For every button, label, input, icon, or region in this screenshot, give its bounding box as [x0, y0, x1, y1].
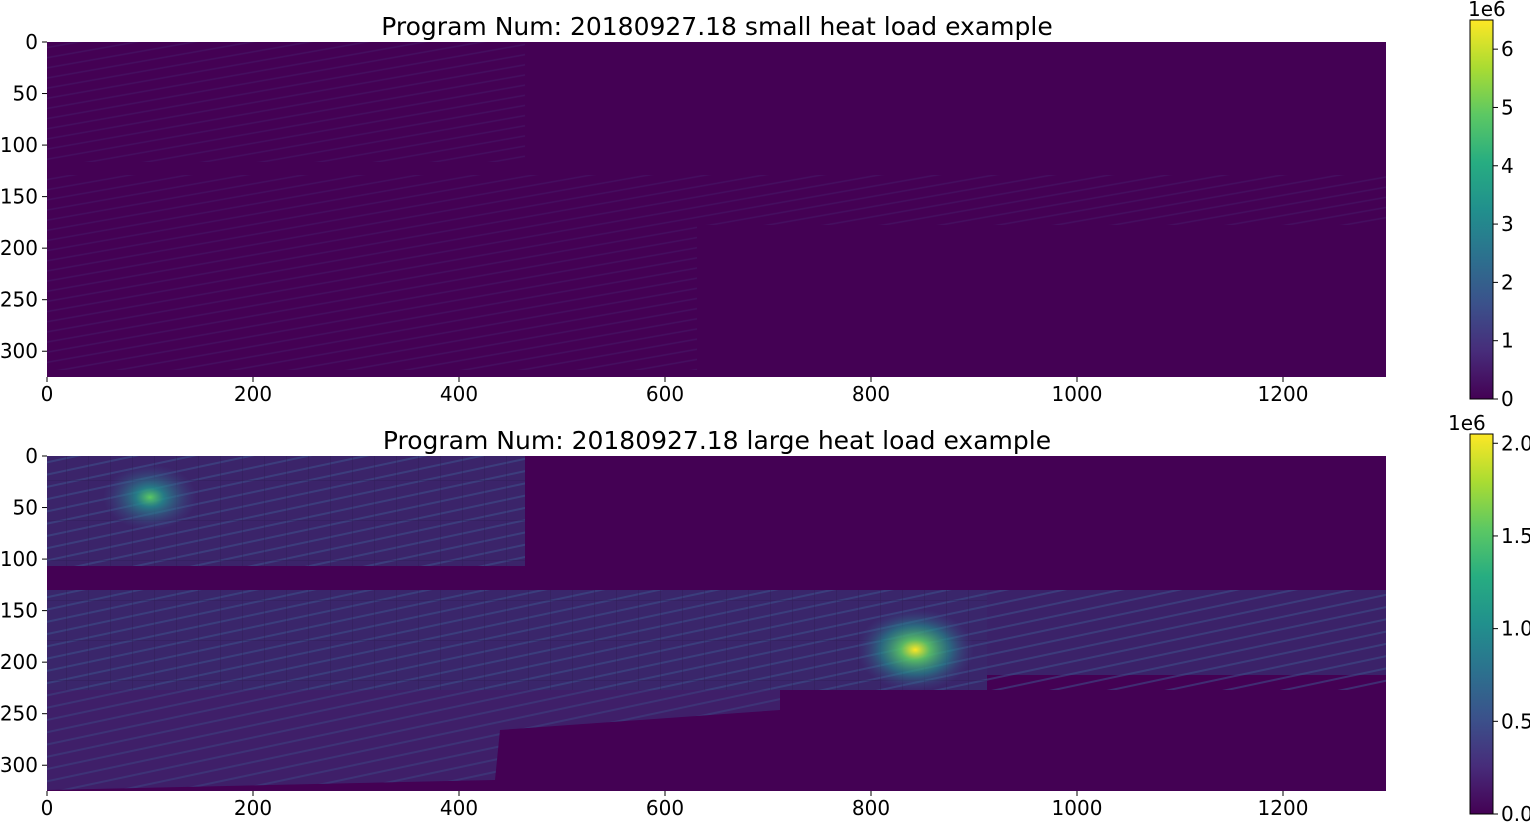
colorbar: [1469, 433, 1494, 815]
heatmap-hotspot: [103, 464, 197, 531]
chart-title: Program Num: 20180927.18 small heat load…: [381, 12, 1052, 41]
colorbar-tick-label: 6: [1501, 37, 1514, 61]
colorbar-tick-label: 1.5: [1501, 524, 1530, 548]
y-tick-label: 200: [0, 236, 38, 260]
x-tick-label: 1200: [1258, 796, 1309, 820]
colorbar-tick-label: 3: [1501, 212, 1514, 236]
colorbar-tick-label: 0: [1501, 387, 1514, 411]
colorbar-tick-label: 2.0: [1501, 431, 1530, 455]
x-tick-label: 1200: [1258, 382, 1309, 406]
heatmap-texture: [47, 456, 1386, 790]
y-tick-label: 0: [25, 444, 38, 468]
y-tick-label: 50: [13, 496, 38, 520]
colorbar: [1469, 19, 1494, 400]
colorbar-offset-label: 1e6: [1448, 411, 1486, 435]
colorbar-tick-label: 0.5: [1501, 709, 1530, 733]
x-tick-label: 1000: [1052, 382, 1103, 406]
x-tick-label: 200: [234, 796, 272, 820]
x-tick-label: 200: [234, 382, 272, 406]
heatmap-panel-small: Program Num: 20180927.18 small heat load…: [0, 0, 1514, 411]
x-tick-label: 0: [41, 796, 54, 820]
x-tick-label: 800: [852, 796, 890, 820]
y-tick-label: 100: [0, 547, 38, 571]
colorbar-offset-label: 1e6: [1468, 0, 1506, 21]
x-tick-label: 1000: [1052, 796, 1103, 820]
x-tick-label: 600: [646, 796, 684, 820]
x-tick-label: 0: [41, 382, 54, 406]
y-tick-label: 150: [0, 185, 38, 209]
x-tick-label: 400: [440, 382, 478, 406]
y-tick-label: 300: [0, 339, 38, 363]
colorbar-tick-label: 1.0: [1501, 617, 1530, 641]
colorbar-tick-label: 1: [1501, 329, 1514, 353]
y-tick-label: 50: [13, 82, 38, 106]
y-tick-label: 300: [0, 753, 38, 777]
heatmap-hotspot: [856, 608, 974, 691]
y-tick-label: 200: [0, 650, 38, 674]
x-tick-label: 600: [646, 382, 684, 406]
y-tick-label: 0: [25, 30, 38, 54]
y-tick-label: 150: [0, 599, 38, 623]
heatmap-panel-large: Program Num: 20180927.18 large heat load…: [0, 411, 1530, 826]
colorbar-tick-label: 2: [1501, 270, 1514, 294]
heatmap-texture: [47, 42, 1386, 370]
y-tick-label: 250: [0, 702, 38, 726]
y-tick-label: 100: [0, 133, 38, 157]
x-tick-label: 400: [440, 796, 478, 820]
colorbar-tick-label: 0.0: [1501, 802, 1530, 823]
chart-title: Program Num: 20180927.18 large heat load…: [383, 426, 1051, 455]
colorbar-tick-label: 4: [1501, 154, 1514, 178]
colorbar-tick-label: 5: [1501, 95, 1514, 119]
y-tick-label: 250: [0, 288, 38, 312]
x-tick-label: 800: [852, 382, 890, 406]
